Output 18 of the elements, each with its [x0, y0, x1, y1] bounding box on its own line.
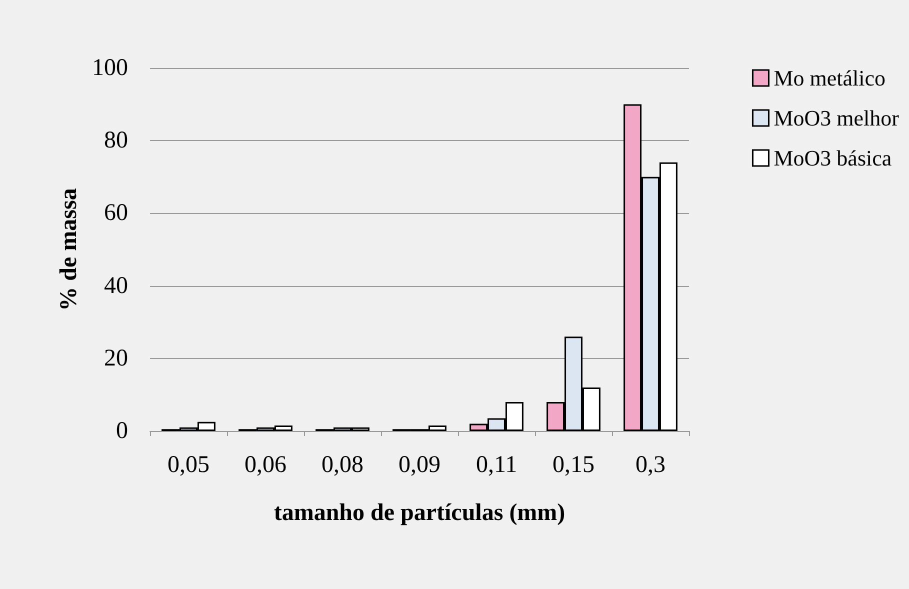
x-tick-label: 0,15	[552, 452, 594, 478]
y-tick-label: 100	[92, 55, 128, 81]
x-tick-label: 0,08	[322, 452, 364, 478]
x-tick-label: 0,06	[244, 452, 286, 478]
x-tick-label: 0,3	[636, 452, 666, 478]
legend-label: MoO3 básica	[774, 146, 892, 170]
x-tick-label: 0,05	[168, 452, 210, 478]
y-tick-label: 60	[104, 200, 128, 226]
x-tick-label: 0,09	[398, 452, 440, 478]
y-tick-label: 20	[104, 345, 128, 372]
y-tick-label: 80	[104, 128, 128, 154]
legend-label: Mo metálico	[774, 66, 886, 90]
x-tick-label: 0,11	[476, 452, 518, 478]
x-axis-title: tamanho de partículas (mm)	[274, 500, 566, 526]
y-tick-label: 40	[104, 272, 128, 299]
legend-label: MoO3 melhor	[774, 106, 900, 130]
y-axis-title: % de massa	[56, 188, 82, 311]
y-tick-label: 0	[116, 418, 128, 444]
